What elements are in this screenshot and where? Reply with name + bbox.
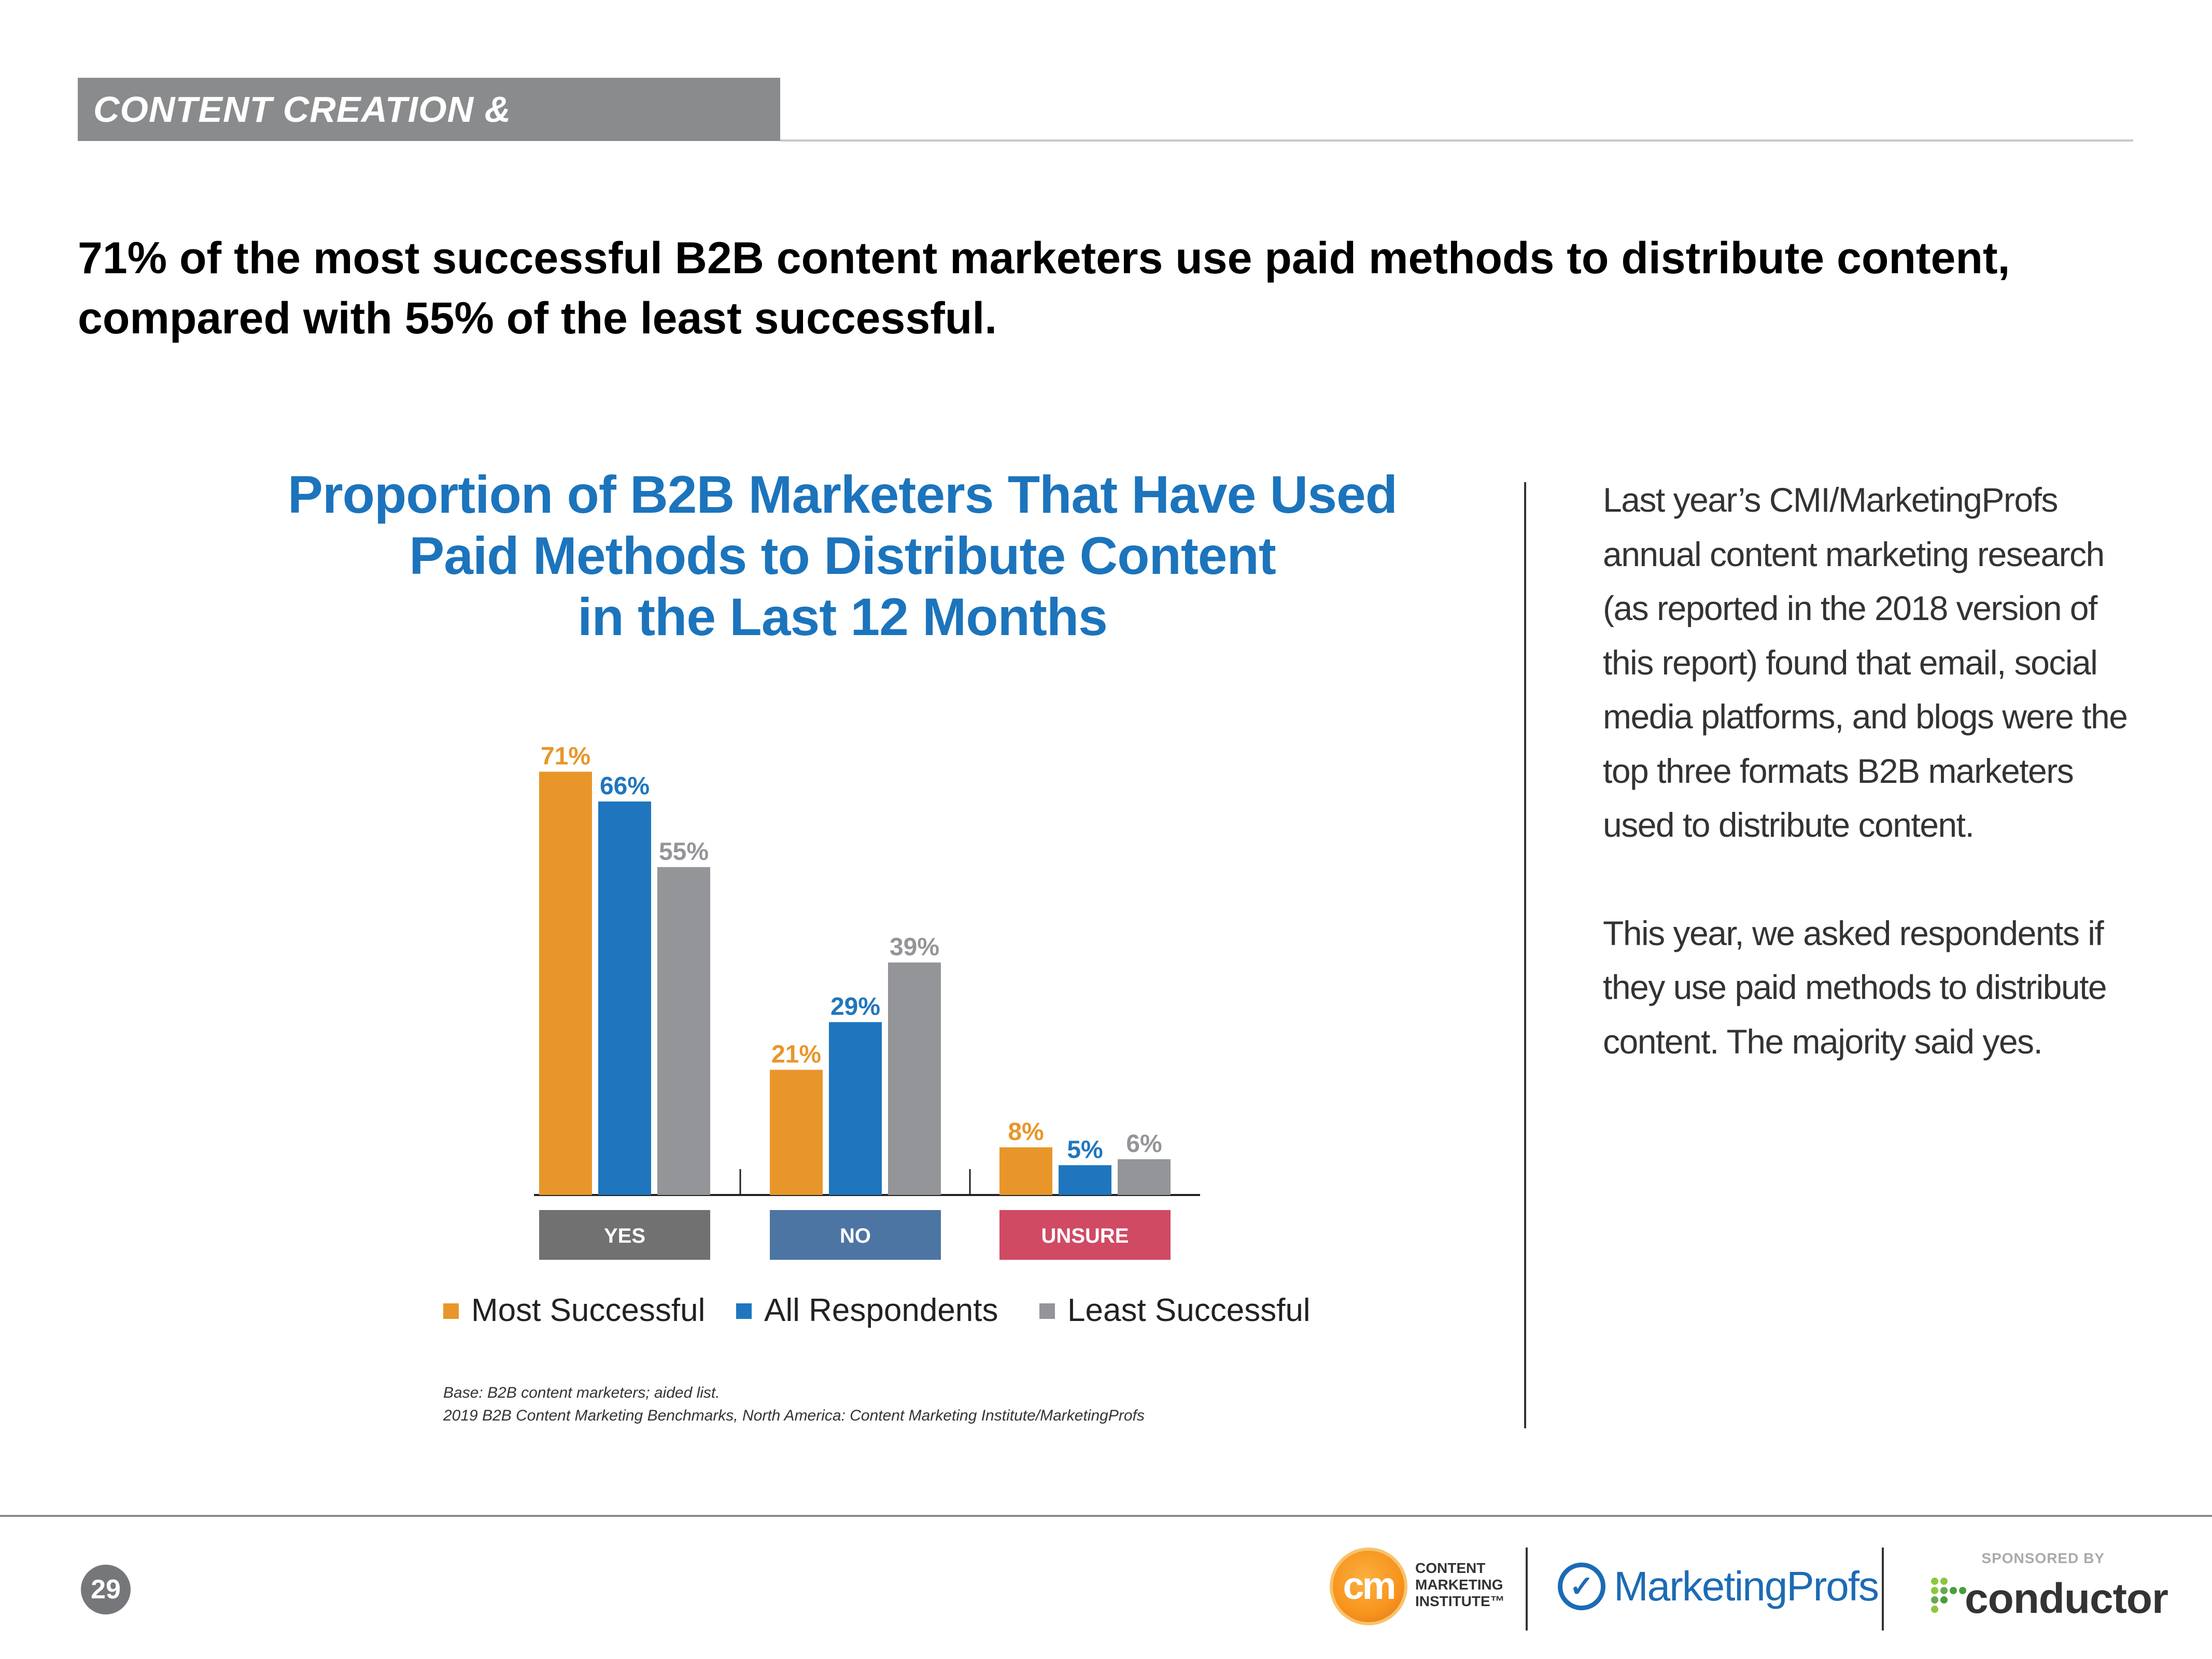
bar-no-most-successful	[770, 1070, 823, 1195]
bar-yes-least-successful	[657, 867, 710, 1195]
legend-swatch-most-successful	[443, 1303, 459, 1319]
bar-yes-all-respondents	[598, 802, 651, 1195]
marketingprofs-logo-text: MarketingProfs	[1614, 1563, 1879, 1609]
bar-unsure-all-respondents	[1059, 1165, 1111, 1195]
bar-no-least-successful	[888, 962, 941, 1195]
legend-label-least-successful: Least Successful	[1067, 1292, 1311, 1328]
category-label-box-no	[770, 1210, 941, 1260]
chart-footnote: Base: B2B content marketers; aided list.…	[443, 1382, 1480, 1427]
legend-item-all-respondents: All Respondents	[736, 1290, 998, 1331]
legend-item-most-successful: Most Successful	[443, 1290, 705, 1331]
headline: 71% of the most successful B2B content m…	[78, 233, 2010, 343]
section-divider	[780, 139, 2133, 142]
column-divider	[1524, 482, 1526, 1428]
chart-title-line-3: in the Last 12 Months	[577, 587, 1108, 646]
page-number: 29	[81, 1565, 131, 1614]
side-text: Last year’s CMI/MarketingProfs annual co…	[1603, 473, 2152, 1122]
logo-divider-1	[1526, 1548, 1528, 1630]
conductor-dots-icon	[1931, 1578, 1966, 1613]
category-label-box-unsure	[999, 1210, 1171, 1260]
data-label-unsure-all-respondents: 5%	[1067, 1136, 1103, 1164]
chart-title: Proportion of B2B Marketers That Have Us…	[233, 464, 1452, 648]
bar-no-all-respondents	[829, 1022, 882, 1195]
category-label-unsure: UNSURE	[1041, 1225, 1129, 1247]
cmi-logo-text: CONTENT MARKETING INSTITUTE™	[1415, 1560, 1540, 1610]
legend-swatch-all-respondents	[736, 1303, 752, 1319]
cmi-logo-line-1: CONTENT	[1415, 1560, 1486, 1576]
bar-chart: 71% 66% 55% YES 21% 29% 39% NO 8% 5% 6% UNSURE	[534, 743, 1200, 1260]
marketingprofs-logo-icon: ✓	[1558, 1563, 1605, 1610]
legend-swatch-least-successful	[1039, 1303, 1055, 1319]
data-label-yes-least-successful: 55%	[659, 838, 709, 866]
legend-label-most-successful: Most Successful	[471, 1292, 706, 1328]
footnote-source: 2019 B2B Content Marketing Benchmarks, N…	[443, 1407, 1145, 1424]
side-paragraph-1: Last year’s CMI/MarketingProfs annual co…	[1603, 481, 2128, 844]
chart-title-line-1: Proportion of B2B Marketers That Have Us…	[287, 465, 1398, 524]
cmi-logo-line-2: MARKETING	[1415, 1577, 1503, 1593]
legend-item-least-successful: Least Successful	[1039, 1290, 1311, 1331]
section-tag: CONTENT CREATION & DISTRIBUTION	[78, 78, 780, 193]
bar-unsure-most-successful	[999, 1147, 1052, 1195]
bar-yes-most-successful	[539, 771, 592, 1195]
data-label-no-all-respondents: 29%	[830, 993, 880, 1021]
side-paragraph-2: This year, we asked respondents if they …	[1603, 913, 2107, 1061]
conductor-logo-text: conductor	[1965, 1575, 2168, 1622]
footnote-base: Base: B2B content marketers; aided list.	[443, 1384, 720, 1401]
category-label-box-yes	[539, 1210, 710, 1260]
data-label-unsure-least-successful: 6%	[1126, 1130, 1162, 1158]
category-label-yes: YES	[604, 1225, 645, 1247]
data-label-no-most-successful: 21%	[771, 1041, 821, 1068]
data-label-no-least-successful: 39%	[890, 934, 939, 961]
category-label-no: NO	[840, 1225, 871, 1247]
footer-divider	[0, 1515, 2212, 1517]
data-label-yes-all-respondents: 66%	[600, 772, 650, 800]
cmi-logo-icon: cm	[1330, 1548, 1407, 1625]
data-label-yes-most-successful: 71%	[541, 743, 590, 770]
legend-label-all-respondents: All Respondents	[764, 1292, 998, 1328]
logo-divider-2	[1882, 1548, 1884, 1630]
bar-unsure-least-successful	[1118, 1159, 1171, 1195]
cmi-logo-line-3: INSTITUTE™	[1415, 1593, 1505, 1609]
chart-title-line-2: Paid Methods to Distribute Content	[409, 526, 1276, 585]
sponsored-by-label: SPONSORED BY	[1981, 1550, 2105, 1566]
data-label-unsure-most-successful: 8%	[1008, 1118, 1044, 1146]
